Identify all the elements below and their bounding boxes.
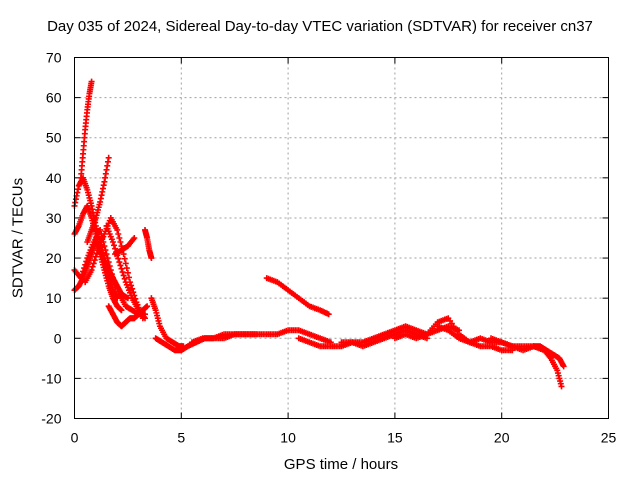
- y-tick-label: 20: [46, 250, 62, 266]
- data-point: [109, 239, 116, 246]
- chart-title: Day 035 of 2024, Sidereal Day-to-day VTE…: [47, 18, 593, 35]
- x-tick-label: 20: [494, 430, 510, 446]
- data-point: [92, 253, 99, 260]
- x-tick-label: 15: [387, 430, 403, 446]
- x-axis-label: GPS time / hours: [283, 456, 399, 473]
- data-point: [116, 259, 123, 266]
- x-tick-label: 5: [177, 430, 185, 446]
- data-point: [117, 239, 124, 246]
- data-point: [125, 274, 132, 281]
- data-point: [90, 260, 97, 267]
- data-point: [119, 269, 126, 276]
- data-point: [89, 263, 96, 270]
- series-arc-t: [488, 335, 565, 390]
- y-tick-label: -20: [41, 411, 61, 427]
- data-point: [121, 275, 128, 282]
- plot-frame: [74, 57, 609, 419]
- y-tick-label: 10: [46, 290, 62, 306]
- data-point: [120, 272, 127, 279]
- data-point: [93, 250, 100, 257]
- data-point: [124, 269, 131, 276]
- series-arc-n: [188, 327, 334, 346]
- data-point: [148, 255, 155, 262]
- data-point: [123, 265, 130, 272]
- data-point: [558, 383, 565, 390]
- y-axis-label: SDTVAR / TECUs: [9, 177, 27, 299]
- x-tick-label: 0: [71, 430, 79, 446]
- series-arc-k: [105, 303, 151, 330]
- series-arc-j: [141, 226, 155, 262]
- series-arc-f: [84, 154, 112, 246]
- data-point: [560, 363, 567, 370]
- x-tick-label: 25: [601, 430, 617, 446]
- y-tick-label: 50: [46, 130, 62, 146]
- data-point: [121, 255, 128, 262]
- data-point: [112, 245, 119, 252]
- data-point: [118, 265, 125, 272]
- data-point: [144, 303, 151, 310]
- y-tick-label: 0: [54, 330, 62, 346]
- data-point: [120, 251, 127, 258]
- data-point: [141, 315, 148, 322]
- data-point: [116, 235, 123, 241]
- series-arc-e: [77, 78, 95, 181]
- data-point: [117, 262, 124, 269]
- y-tick-label: 60: [46, 90, 62, 106]
- data-point: [325, 311, 332, 318]
- y-tick-label: 40: [46, 170, 62, 186]
- series-arc-i: [112, 235, 138, 258]
- x-tick-label: 10: [280, 430, 296, 446]
- data-point: [129, 285, 136, 292]
- data-point: [118, 307, 125, 314]
- y-tick-label: -10: [41, 370, 61, 386]
- series-arc-o: [263, 275, 332, 318]
- data-point: [91, 257, 98, 264]
- data-point: [115, 255, 122, 262]
- grid-lines: [74, 57, 609, 419]
- data-point: [122, 260, 129, 267]
- data-point: [131, 235, 138, 241]
- data-points: [71, 78, 567, 390]
- series-arc-g: [82, 214, 146, 322]
- data-point: [88, 267, 95, 274]
- series-arc-l: [148, 295, 187, 350]
- data-point: [114, 226, 121, 233]
- y-tick-label: 70: [46, 50, 62, 66]
- y-tick-label: 30: [46, 210, 62, 226]
- data-point: [111, 242, 118, 249]
- series-arc-u: [530, 343, 567, 370]
- data-point: [105, 154, 112, 161]
- series-arc-d: [71, 239, 125, 314]
- data-point: [115, 230, 122, 237]
- data-point: [88, 78, 95, 85]
